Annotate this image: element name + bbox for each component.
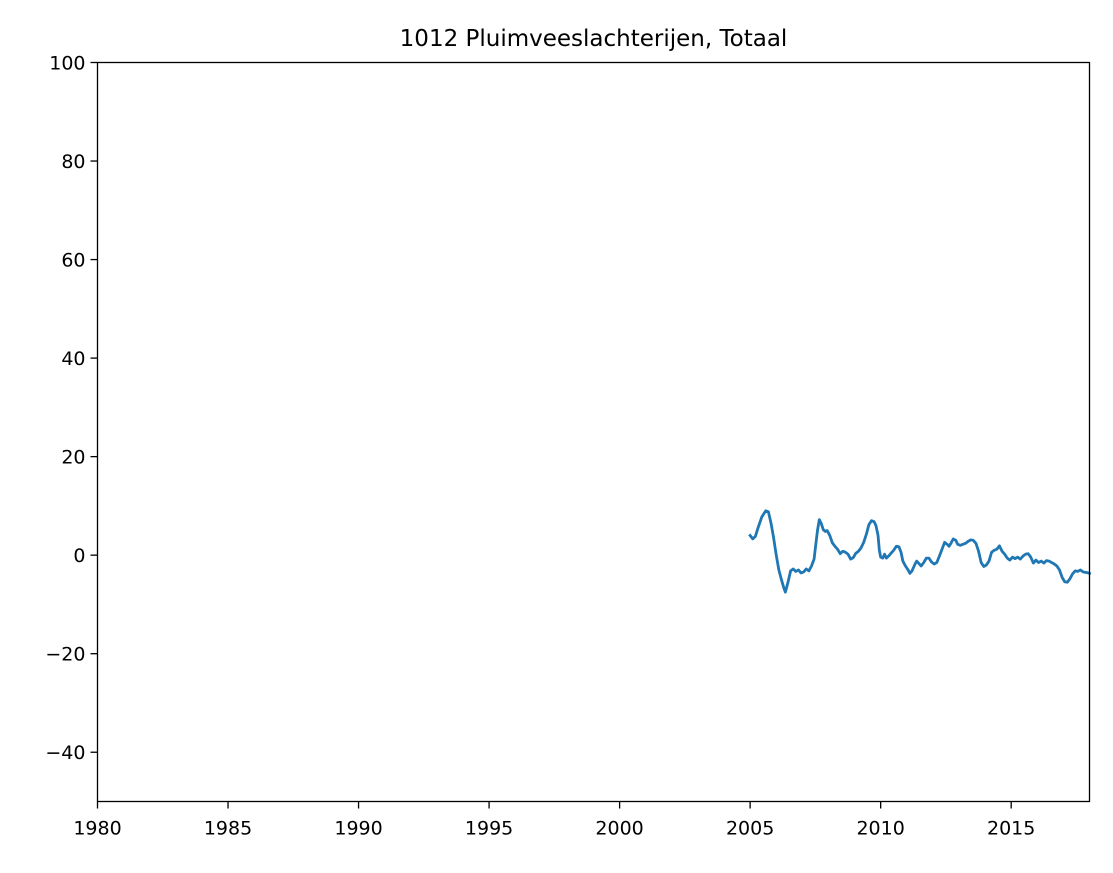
y-tick-label: 20 — [61, 447, 85, 469]
x-tick-label: 1985 — [204, 818, 252, 840]
x-tick-label: 1980 — [73, 818, 121, 840]
y-tick-label: 40 — [61, 348, 85, 370]
y-tick-label: −20 — [45, 644, 85, 666]
y-tick-label: −40 — [45, 742, 85, 764]
x-tick-label: 1990 — [334, 818, 382, 840]
chart-title: 1012 Pluimveeslachterijen, Totaal — [400, 26, 788, 52]
plot-frame — [96, 61, 1091, 803]
series-line — [748, 509, 1092, 594]
tick-layer: 1980 1985 1990 1995 2000 2005 2010 2015 −40 −20 0 2… — [45, 53, 1035, 840]
y-tick-label: 60 — [61, 250, 85, 272]
x-tick-label: 2015 — [987, 818, 1035, 840]
y-tick-label: 100 — [49, 53, 85, 75]
x-tick-label: 2010 — [856, 818, 904, 840]
x-tick-label: 1995 — [465, 818, 513, 840]
x-tick-label: 2005 — [726, 818, 774, 840]
series-layer — [748, 509, 1092, 594]
y-tick-label: 80 — [61, 151, 85, 173]
x-tick-label: 2000 — [595, 818, 643, 840]
y-tick-label: 0 — [73, 545, 85, 567]
